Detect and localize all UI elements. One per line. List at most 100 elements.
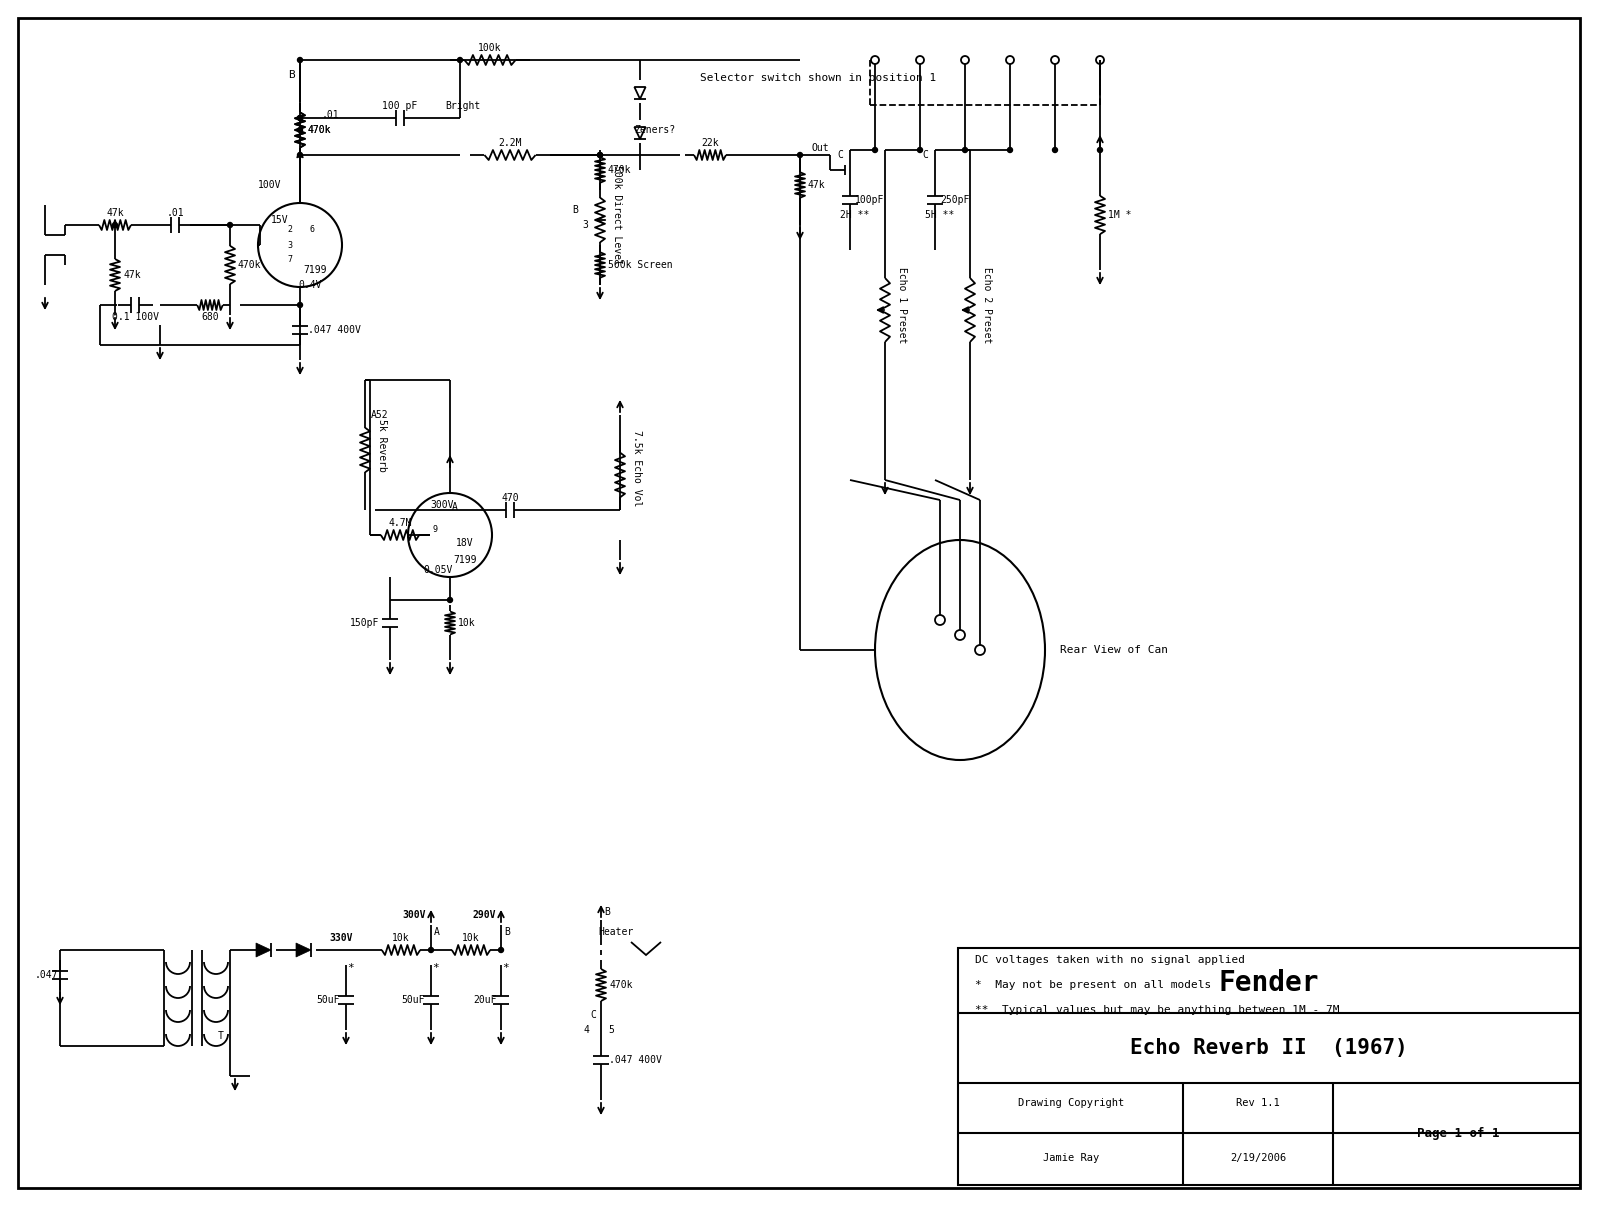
Text: 15V: 15V [270,215,290,225]
Circle shape [1098,147,1102,152]
Circle shape [298,152,302,157]
Text: 300V: 300V [403,910,426,920]
Text: 7.5k Echo Vol: 7.5k Echo Vol [632,430,642,506]
Text: .01: .01 [322,110,339,120]
Text: Echo 2 Preset: Echo 2 Preset [982,267,992,343]
Text: 10k: 10k [392,933,410,943]
Text: 10k: 10k [462,933,480,943]
Text: 470k: 470k [610,980,632,991]
Text: 7199: 7199 [304,265,326,275]
Text: 470k: 470k [238,260,261,271]
Text: B: B [605,907,610,917]
Text: 4.7M: 4.7M [389,518,411,528]
Circle shape [597,152,603,157]
Text: Echo 1 Preset: Echo 1 Preset [898,267,907,343]
Text: Jamie Ray: Jamie Ray [1043,1152,1099,1163]
Text: .047 400V: .047 400V [307,325,362,335]
Text: 6: 6 [309,226,315,234]
Polygon shape [296,943,310,957]
Text: 0.05V: 0.05V [424,565,453,575]
Text: 5: 5 [608,1026,614,1035]
Text: 100 pF: 100 pF [382,101,418,111]
Text: Zeners?: Zeners? [635,124,675,135]
Text: C: C [590,1010,595,1020]
Text: C: C [837,150,843,159]
Text: 20uF: 20uF [474,995,496,1005]
Text: 18V: 18V [456,538,474,548]
Text: 470k: 470k [307,124,331,135]
Text: *: * [502,963,509,972]
Text: 100V: 100V [258,180,282,190]
Text: A: A [434,927,440,937]
Circle shape [298,116,302,121]
Text: 7: 7 [288,256,293,265]
Text: 2.2M: 2.2M [498,138,522,149]
Text: Out: Out [811,143,829,153]
Text: 50uF: 50uF [402,995,424,1005]
Text: .01: .01 [166,208,184,217]
Text: .047: .047 [35,970,59,980]
Text: B: B [573,205,578,215]
Text: 500k Screen: 500k Screen [608,260,672,271]
Text: 100pF: 100pF [854,194,885,205]
Text: 2: 2 [288,226,293,234]
Text: Rear View of Can: Rear View of Can [1059,645,1168,655]
Circle shape [448,598,453,603]
Text: 3: 3 [288,240,293,250]
Circle shape [499,947,504,952]
Text: 10k: 10k [458,618,475,628]
Text: 50uF: 50uF [317,995,339,1005]
Text: B: B [504,927,510,937]
Text: 100k: 100k [478,43,502,53]
Text: **  Typical values but may be anything between 1M - 7M: ** Typical values but may be anything be… [974,1005,1339,1015]
Text: Drawing Copyright: Drawing Copyright [1018,1098,1125,1108]
Text: Fender: Fender [1219,969,1320,997]
Circle shape [1053,147,1058,152]
Text: Page 1 of 1: Page 1 of 1 [1416,1127,1499,1139]
Text: Heater: Heater [598,927,634,937]
Text: Echo Reverb II  (1967): Echo Reverb II (1967) [1130,1038,1408,1058]
Circle shape [227,222,232,227]
Bar [958,948,1581,1185]
Text: 22k: 22k [701,138,718,149]
Text: 5k Reverb: 5k Reverb [378,418,387,471]
Circle shape [917,147,923,152]
Text: A52: A52 [371,410,389,420]
Text: 470k: 470k [307,124,331,135]
Text: 680: 680 [202,312,219,323]
Text: DC voltages taken with no signal applied: DC voltages taken with no signal applied [974,956,1245,965]
Text: 9: 9 [432,525,437,534]
Circle shape [1008,147,1013,152]
Text: Rev 1.1: Rev 1.1 [1237,1098,1280,1108]
Text: 0.1 100V: 0.1 100V [112,312,158,323]
Text: 5H **: 5H ** [925,210,955,220]
Text: 470: 470 [501,493,518,503]
Polygon shape [256,943,270,957]
Text: 1M *: 1M * [1107,210,1131,220]
Text: Selector switch shown in position 1: Selector switch shown in position 1 [701,72,936,83]
Text: .047 400V: .047 400V [610,1055,662,1065]
Text: 2H **: 2H ** [840,210,870,220]
Text: A: A [453,503,458,512]
Text: 0.4V: 0.4V [298,280,322,290]
Text: 250pF: 250pF [941,194,970,205]
Text: *  May not be present on all models: * May not be present on all models [974,980,1211,991]
Text: 47k: 47k [808,180,826,190]
Circle shape [298,302,302,308]
Text: 3: 3 [582,220,587,230]
Text: 500k Direct Level: 500k Direct Level [611,165,622,265]
Text: *: * [347,963,354,972]
Text: T: T [218,1030,224,1041]
Circle shape [458,58,462,63]
Text: B: B [288,70,294,80]
Circle shape [963,147,968,152]
Text: 290V: 290V [472,910,496,920]
Text: 2/19/2006: 2/19/2006 [1230,1152,1286,1163]
Text: 150pF: 150pF [350,618,379,628]
Text: *: * [432,963,440,972]
Text: C: C [922,150,928,159]
Text: 330V: 330V [330,933,352,943]
Text: 470k: 470k [608,165,632,175]
Text: 47k: 47k [106,208,123,217]
Circle shape [298,58,302,63]
